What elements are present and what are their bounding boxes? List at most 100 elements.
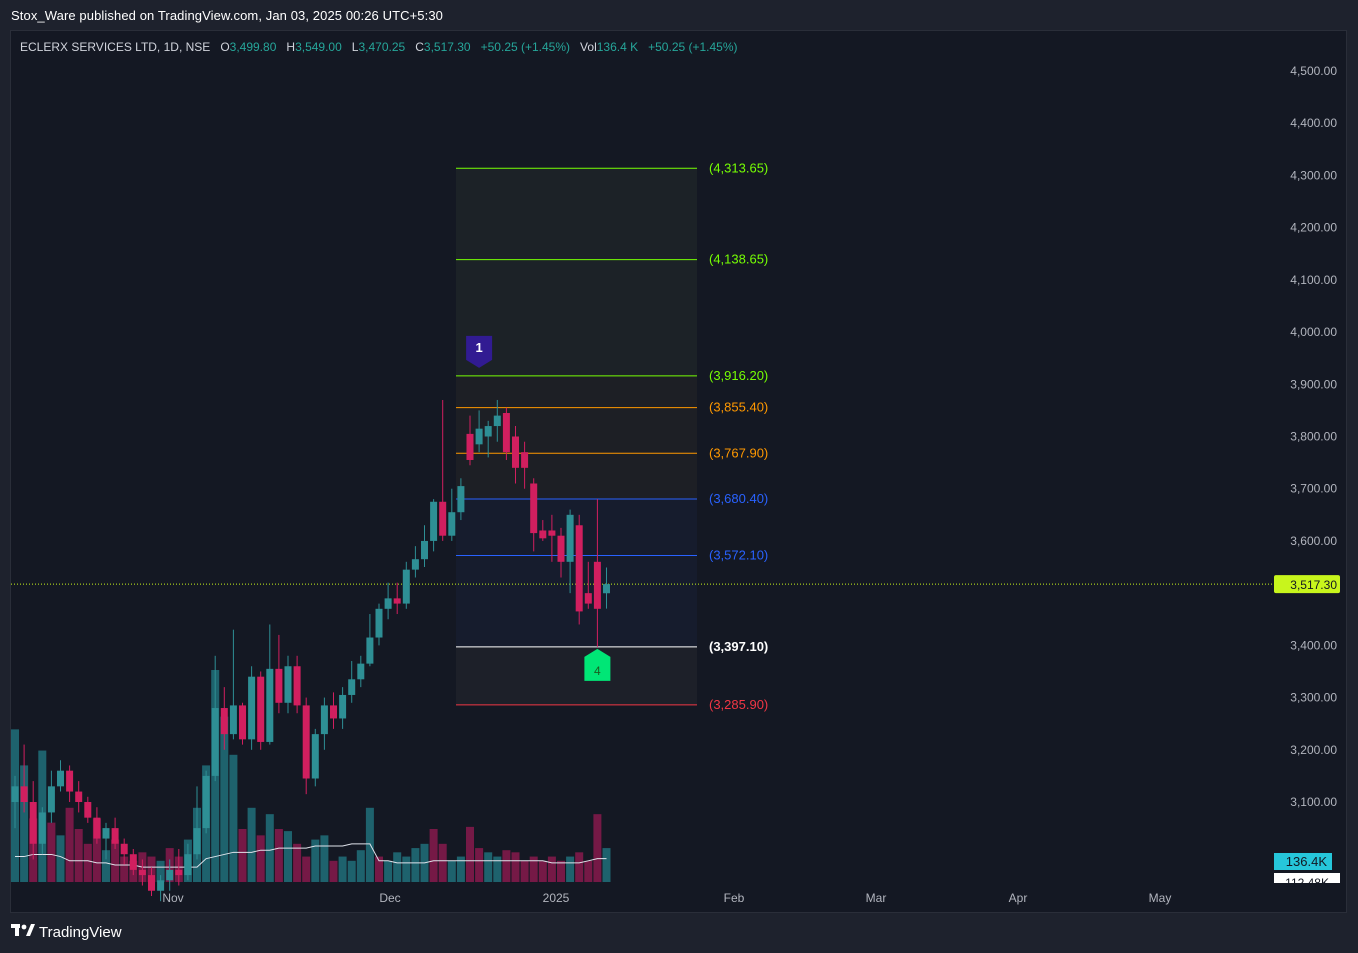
candle-body [229,705,237,735]
tradingview-logo-icon [11,923,35,941]
candle-body [357,663,365,680]
volume-bar [311,839,320,882]
candle [257,671,265,750]
candle-body [539,530,547,539]
candle [548,514,556,562]
candle-body [129,854,137,870]
candle [193,786,201,860]
candle-body [293,666,301,706]
candle-body [411,559,419,570]
candle-body [502,413,510,453]
y-tick-label: 3,700.00 [1290,482,1337,496]
legend-volume-label: Vol [580,40,597,54]
volume-bar [265,814,274,882]
volume-bar [274,829,283,882]
candle [302,697,310,795]
volume-bar [557,860,565,882]
candle-body [193,828,201,855]
volume-bar [365,807,374,882]
candle-body [157,880,165,891]
candle-body [548,530,556,536]
candle-body [557,535,565,562]
volume-bar [538,860,547,882]
forecast-level-label: (4,138.65) [709,252,768,267]
candle-body [430,501,438,541]
candle [448,488,456,541]
candle-body [120,843,128,855]
legend-symbol[interactable]: ECLERX SERVICES LTD, 1D, NSE [20,40,211,54]
candle-body [239,705,246,740]
legend-low-value: 3,470.25 [358,40,406,54]
footer-brand[interactable]: TradingView [11,923,122,941]
legend-volume-value: 136.4 K [596,40,639,54]
target-zone-mid [456,375,697,499]
volume-bar [375,856,383,882]
y-tick-label: 3,800.00 [1290,430,1337,444]
x-tick-label: Dec [379,891,400,905]
candle [284,655,292,714]
legend-volume-change: +50.25 (+1.45%) [648,40,738,54]
candle [393,582,401,615]
candle [484,420,492,458]
candle-body [138,869,146,876]
volume-bar [329,860,338,882]
marker-label: 1 [475,340,482,355]
candle [575,514,583,625]
candle-body [47,786,55,813]
candle [202,770,210,834]
volume-bar [402,856,411,882]
candle [11,775,19,829]
volume-bar [393,852,402,882]
volume-bar [547,856,556,882]
candle-body [320,705,328,735]
volume-bar [238,829,247,882]
volume-bar [74,829,83,882]
chart-pane[interactable]: 4,500.00 4,400.00 4,300.00 4,200.00 4,100.00… [10,30,1347,913]
volume-bar [229,754,238,882]
candle [211,655,219,782]
y-tick-label: 3,900.00 [1290,377,1337,391]
volume-bar [320,835,329,882]
candle [148,867,155,896]
candle [430,499,438,552]
volume-bar [111,839,120,882]
candle-body [66,770,74,792]
marker-badge [466,335,493,368]
footer-brand-label: TradingView [39,923,122,941]
candle-body [166,869,174,881]
symbol-legend: ECLERX SERVICES LTD, 1D, NSE O3,499.80 H… [20,40,738,54]
candle [275,634,283,714]
candle-body [220,708,228,735]
candle [84,796,92,823]
candle-body [493,415,501,427]
volume-bar [511,852,520,882]
candle [293,655,301,714]
candle-body [175,869,183,876]
legend-change: +50.25 (+1.45%) [480,40,571,54]
volume-bar [20,765,29,882]
candle-body [603,584,610,594]
candle-body [375,608,383,638]
volume-bar [456,856,465,882]
volume-bar [156,860,165,882]
candle-body [111,828,119,844]
y-tick-label: 3,400.00 [1290,638,1337,652]
volume-bar [438,843,447,882]
volume-bar [56,835,65,882]
signal-marker-1: 1 [466,335,493,368]
candle [348,661,356,703]
candle-body [348,679,356,695]
candle [66,765,74,802]
volume-bar [493,856,502,882]
candle-body [29,802,37,844]
legend-high-label: H [286,40,296,54]
publisher-line: Stox_Ware published on TradingView.com, … [11,8,443,23]
candle [384,582,392,620]
candle [93,807,101,844]
candle [47,770,55,823]
volume-bar [356,850,365,882]
candle [593,499,601,647]
candle-body [584,593,592,604]
candle-body [20,786,28,802]
price-chart[interactable]: 4,500.00 4,400.00 4,300.00 4,200.00 4,100.00… [11,31,1346,912]
